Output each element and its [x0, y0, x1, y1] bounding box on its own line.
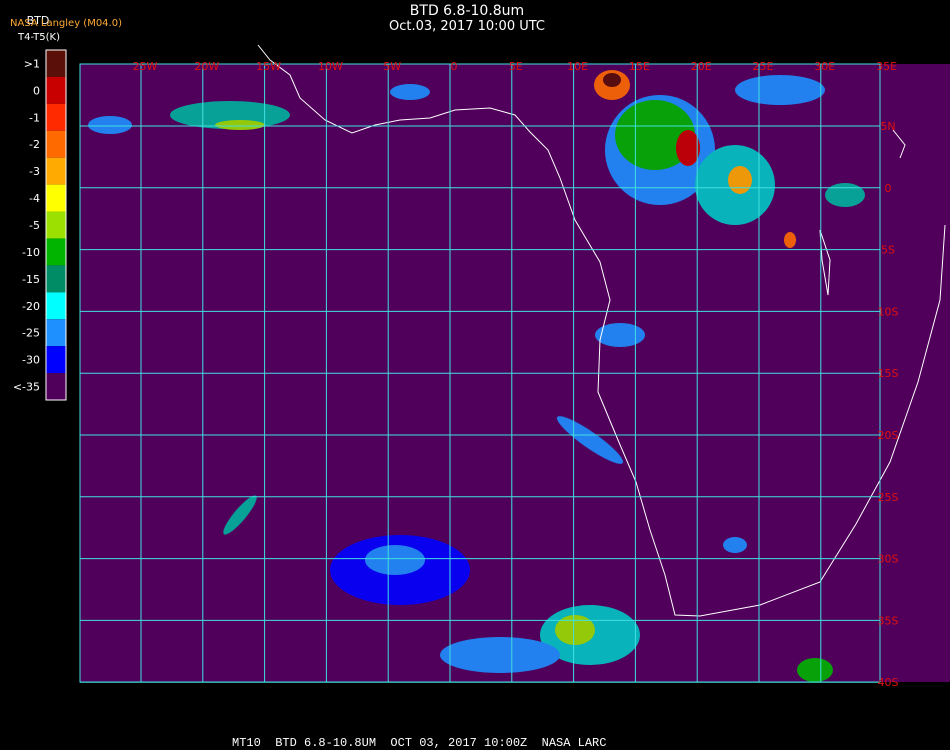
legend-swatch: [46, 103, 66, 131]
legend-label: -3: [29, 165, 40, 178]
latitude-label: 0: [885, 182, 892, 195]
longitude-label: 15E: [629, 60, 650, 73]
longitude-label: 5E: [509, 60, 523, 73]
latitude-label: 40S: [878, 676, 899, 689]
longitude-label: 25E: [753, 60, 774, 73]
legend-label: -25: [22, 327, 40, 340]
legend-label: -1: [29, 111, 40, 124]
units-label: T4-T5(K): [17, 32, 60, 43]
source-label: NASA Langley (M04.0): [10, 18, 122, 29]
legend-swatch: [46, 130, 66, 158]
legend-label: -4: [29, 192, 40, 205]
legend-label: -20: [22, 300, 40, 313]
longitude-label: 20W: [194, 60, 219, 73]
legend-label: >1: [24, 57, 40, 70]
longitude-label: 0: [451, 60, 458, 73]
latitude-label: 10S: [878, 305, 899, 318]
legend-swatch: [46, 346, 66, 374]
grid: [79, 63, 881, 683]
longitude-label: 25W: [133, 60, 158, 73]
legend-swatch: [46, 76, 66, 104]
legend-swatch: [46, 238, 66, 266]
legend-swatch: [46, 373, 66, 400]
legend-frame: [45, 49, 67, 401]
latitude-label: 25S: [878, 491, 899, 504]
legend-label: -10: [22, 246, 40, 259]
legend-swatch: [46, 211, 66, 239]
legend-swatch: [46, 157, 66, 185]
longitude-label: 30E: [814, 60, 835, 73]
latitude-label: 5N: [880, 120, 895, 133]
subtitle: Oct.03, 2017 10:00 UTC: [389, 19, 545, 34]
legend-label: 0: [33, 84, 40, 97]
legend: >1 0 -1 -2 -3 -4 -5 -10 -15 -20 -25 -30 <-35: [13, 49, 67, 401]
longitude-label: 35E: [876, 60, 897, 73]
footer: MT10 BTD 6.8-10.8UM OCT 03, 2017 10:00Z …: [232, 736, 606, 750]
longitude-label: 20E: [691, 60, 712, 73]
legend-swatch: [46, 50, 66, 77]
legend-swatch: [46, 292, 66, 320]
longitude-label: 10E: [567, 60, 588, 73]
longitude-label: 15W: [256, 60, 281, 73]
longitude-label: 5W: [383, 60, 401, 73]
longitude-label: 10W: [318, 60, 343, 73]
product-label: BTD: [27, 14, 50, 27]
latitude-label: 20S: [878, 429, 899, 442]
legend-swatch: [46, 265, 66, 293]
latitude-label: 5S: [881, 244, 895, 257]
legend-swatch: [46, 319, 66, 347]
latitude-label: 35S: [878, 614, 899, 627]
legend-label: -2: [29, 138, 40, 151]
legend-label: -5: [29, 219, 40, 232]
legend-label: <-35: [13, 381, 40, 394]
title: BTD 6.8-10.8um: [410, 3, 524, 19]
legend-label: -30: [22, 354, 40, 367]
legend-swatch: [46, 184, 66, 212]
legend-label: -15: [22, 273, 40, 286]
grid-labels: 25W 20W 15W 10W 5W 0 5E 10E 15E 20E 25E 30E 35E 5N 0 5S…: [133, 60, 899, 689]
latitude-label: 30S: [878, 553, 899, 566]
latitude-label: 15S: [878, 367, 899, 380]
